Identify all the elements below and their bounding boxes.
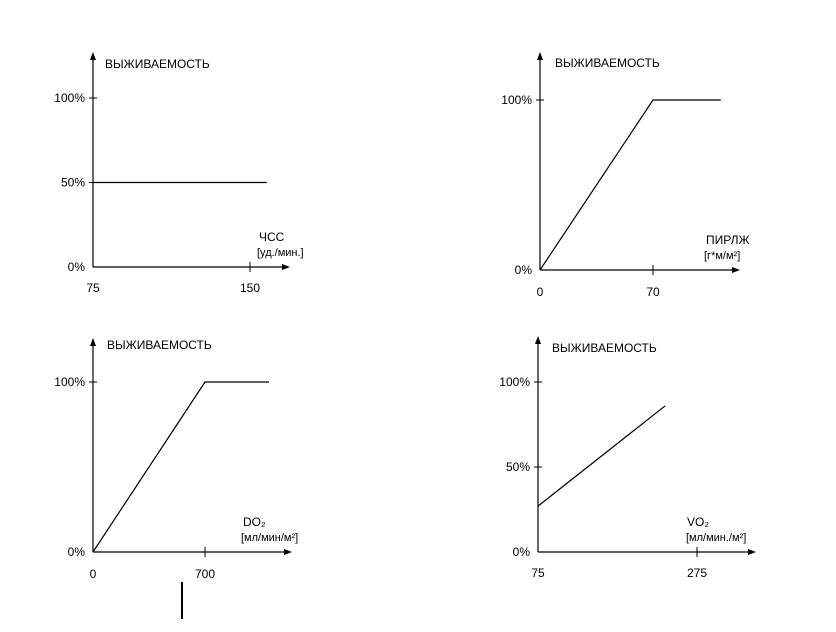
x-axis-arrow-icon: [748, 549, 756, 555]
y-axis-arrow-icon: [535, 336, 541, 344]
x-axis-label: ПИРЛЖ: [706, 233, 750, 247]
x-tick-label: 275: [687, 566, 707, 580]
x-tick-label: 70: [646, 285, 660, 299]
x-axis-arrow-icon: [284, 549, 292, 555]
x-axis-arrow-icon: [282, 264, 290, 270]
series-line: [537, 405, 666, 507]
x-axis-label: VO₂: [687, 515, 709, 529]
series-line: [539, 99, 721, 271]
chart-panel-3: ВЫЖИВАЕМОСТЬ DO₂ [мл/мин/м²] 0% 100% 0 700: [54, 338, 298, 581]
y-tick-label: 0%: [68, 260, 86, 274]
x-tick-label: 75: [531, 566, 545, 580]
x-axis-unit: [мл/мин./м²]: [686, 532, 746, 544]
y-tick-label: 100%: [54, 91, 85, 105]
x-axis-unit: [уд./мин.]: [257, 247, 304, 259]
chart-panel-2: ВЫЖИВАЕМОСТЬ ПИРЛЖ [г*м/м²] 0% 100% 0 70: [501, 52, 750, 299]
x-tick-label: 75: [86, 281, 100, 295]
y-axis-arrow-icon: [90, 52, 96, 60]
x-tick-label: 150: [240, 281, 260, 295]
x-axis-arrow-icon: [732, 267, 740, 273]
y-tick-label: 0%: [515, 263, 533, 277]
y-axis-label: ВЫЖИВАЕМОСТЬ: [105, 57, 210, 71]
x-axis-unit: [мл/мин/м²]: [241, 532, 298, 544]
y-tick-label: 100%: [501, 93, 532, 107]
x-tick-label: 0: [90, 567, 97, 581]
x-tick-label: 700: [195, 567, 215, 581]
y-tick-label: 50%: [61, 176, 85, 190]
x-axis-label: DO₂: [243, 515, 266, 529]
y-axis-label: ВЫЖИВАЕМОСТЬ: [552, 341, 657, 355]
x-axis-label: ЧСС: [259, 230, 285, 244]
y-tick-label: 100%: [54, 375, 85, 389]
y-tick-label: 100%: [499, 375, 530, 389]
y-tick-label: 0%: [68, 545, 86, 559]
y-axis-arrow-icon: [537, 52, 543, 60]
series-line: [92, 381, 269, 553]
x-axis-unit: [г*м/м²]: [704, 250, 740, 262]
chart-panel-4: ВЫЖИВАЕМОСТЬ VO₂ [мл/мин./м²] 0% 50% 100% 75 27…: [499, 336, 756, 580]
y-axis-label: ВЫЖИВАЕМОСТЬ: [555, 56, 660, 70]
chart-panel-1: ВЫЖИВАЕМОСТЬ ЧСС [уд./мин.] 0% 50% 100% 75 150: [54, 52, 304, 295]
y-axis-label: ВЫЖИВАЕМОСТЬ: [107, 338, 212, 352]
y-axis-arrow-icon: [90, 338, 96, 346]
y-tick-label: 0%: [513, 545, 531, 559]
y-tick-label: 50%: [506, 460, 530, 474]
x-tick-label: 0: [537, 285, 544, 299]
